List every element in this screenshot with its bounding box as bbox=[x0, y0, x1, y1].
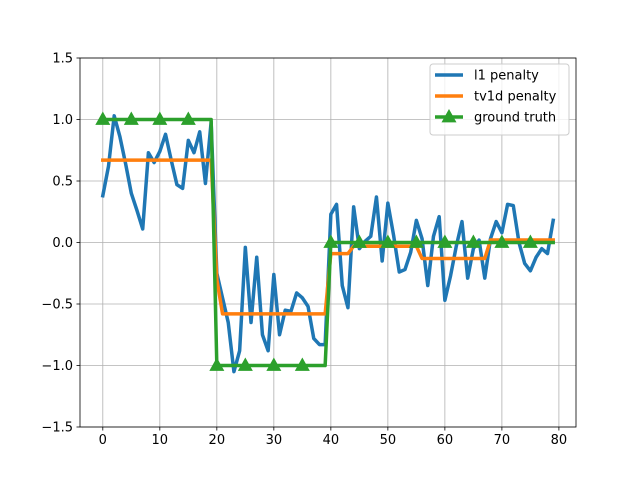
legend-box bbox=[429, 63, 570, 136]
x-tick-label: 20 bbox=[209, 433, 226, 448]
axis-ticks: 0 10 20 30 40 50 60 70 80 −1.5 −1.0 −0.5 0.0 0.5 1.0 1.… bbox=[41, 52, 567, 449]
y-tick-label: −1.0 bbox=[41, 359, 73, 374]
series-marker-ground-truth bbox=[437, 234, 453, 248]
x-tick-label: 30 bbox=[266, 433, 283, 448]
y-tick-label: 1.5 bbox=[52, 52, 73, 67]
x-tick-label: 10 bbox=[152, 433, 169, 448]
series-marker-ground-truth bbox=[351, 234, 367, 248]
legend-label-ground-truth: ground truth bbox=[474, 111, 556, 126]
series-marker-ground-truth bbox=[152, 111, 168, 125]
x-tick-label: 40 bbox=[323, 433, 340, 448]
series-marker-ground-truth bbox=[180, 111, 196, 125]
legend-marker-ground-truth bbox=[441, 108, 457, 123]
x-tick-label: 0 bbox=[99, 433, 107, 448]
series-marker-ground-truth bbox=[494, 234, 510, 248]
plot-series bbox=[95, 111, 556, 374]
y-tick-label: −1.5 bbox=[41, 421, 73, 436]
legend-label-l1-penalty: l1 penalty bbox=[474, 69, 539, 84]
series-marker-ground-truth bbox=[408, 234, 424, 248]
series-marker-ground-truth bbox=[522, 234, 538, 248]
y-tick-label: −0.5 bbox=[41, 298, 73, 313]
series-marker-ground-truth bbox=[465, 234, 481, 248]
legend: l1 penalty tv1d penalty ground truth bbox=[429, 63, 570, 136]
series-marker-ground-truth bbox=[209, 357, 225, 371]
legend-label-tv1d-penalty: tv1d penalty bbox=[474, 90, 557, 105]
series-marker-ground-truth bbox=[380, 234, 396, 248]
x-tick-label: 80 bbox=[551, 433, 568, 448]
series-line-ground-truth bbox=[101, 117, 555, 368]
series-marker-ground-truth bbox=[266, 357, 282, 371]
series-marker-ground-truth bbox=[237, 357, 253, 371]
series-marker-ground-truth bbox=[95, 111, 111, 125]
y-tick-label: 0.5 bbox=[52, 175, 73, 190]
y-tick-label: 0.0 bbox=[52, 236, 73, 251]
x-tick-label: 50 bbox=[380, 433, 397, 448]
series-marker-ground-truth bbox=[123, 111, 139, 125]
series-marker-ground-truth bbox=[323, 234, 339, 248]
y-tick-label: 1.0 bbox=[52, 113, 73, 128]
series-line-tv1d-penalty bbox=[101, 158, 555, 316]
series-marker-ground-truth bbox=[294, 357, 310, 371]
x-tick-label: 70 bbox=[494, 433, 511, 448]
x-tick-label: 60 bbox=[437, 433, 454, 448]
